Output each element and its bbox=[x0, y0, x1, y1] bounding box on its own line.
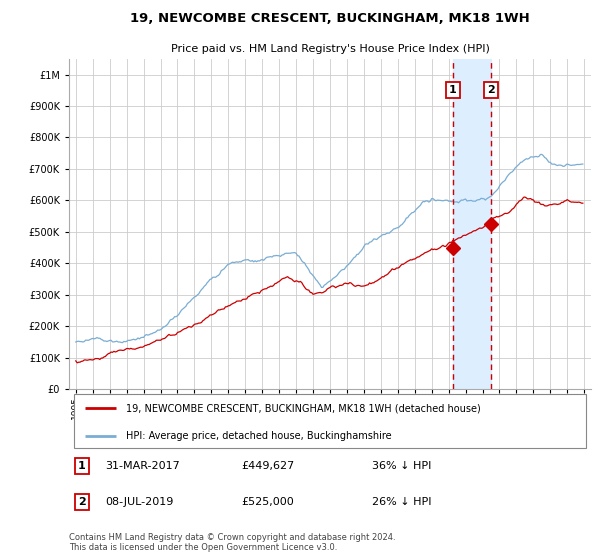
Bar bbox=[453, 59, 491, 389]
Text: 26% ↓ HPI: 26% ↓ HPI bbox=[372, 497, 431, 507]
Text: 08-JUL-2019: 08-JUL-2019 bbox=[106, 497, 174, 507]
Text: 19, NEWCOMBE CRESCENT, BUCKINGHAM, MK18 1WH (detached house): 19, NEWCOMBE CRESCENT, BUCKINGHAM, MK18 … bbox=[127, 403, 481, 413]
FancyBboxPatch shape bbox=[74, 394, 586, 449]
Text: 36% ↓ HPI: 36% ↓ HPI bbox=[372, 461, 431, 472]
Text: Price paid vs. HM Land Registry's House Price Index (HPI): Price paid vs. HM Land Registry's House … bbox=[170, 44, 490, 54]
Text: 2: 2 bbox=[78, 497, 86, 507]
Text: 1: 1 bbox=[449, 85, 457, 95]
Text: Contains HM Land Registry data © Crown copyright and database right 2024.
This d: Contains HM Land Registry data © Crown c… bbox=[69, 533, 395, 552]
Text: £525,000: £525,000 bbox=[241, 497, 294, 507]
Text: 2: 2 bbox=[487, 85, 495, 95]
Text: 19, NEWCOMBE CRESCENT, BUCKINGHAM, MK18 1WH: 19, NEWCOMBE CRESCENT, BUCKINGHAM, MK18 … bbox=[130, 12, 530, 25]
Text: 1: 1 bbox=[78, 461, 86, 472]
Text: 31-MAR-2017: 31-MAR-2017 bbox=[106, 461, 180, 472]
Text: HPI: Average price, detached house, Buckinghamshire: HPI: Average price, detached house, Buck… bbox=[127, 431, 392, 441]
Text: £449,627: £449,627 bbox=[241, 461, 295, 472]
